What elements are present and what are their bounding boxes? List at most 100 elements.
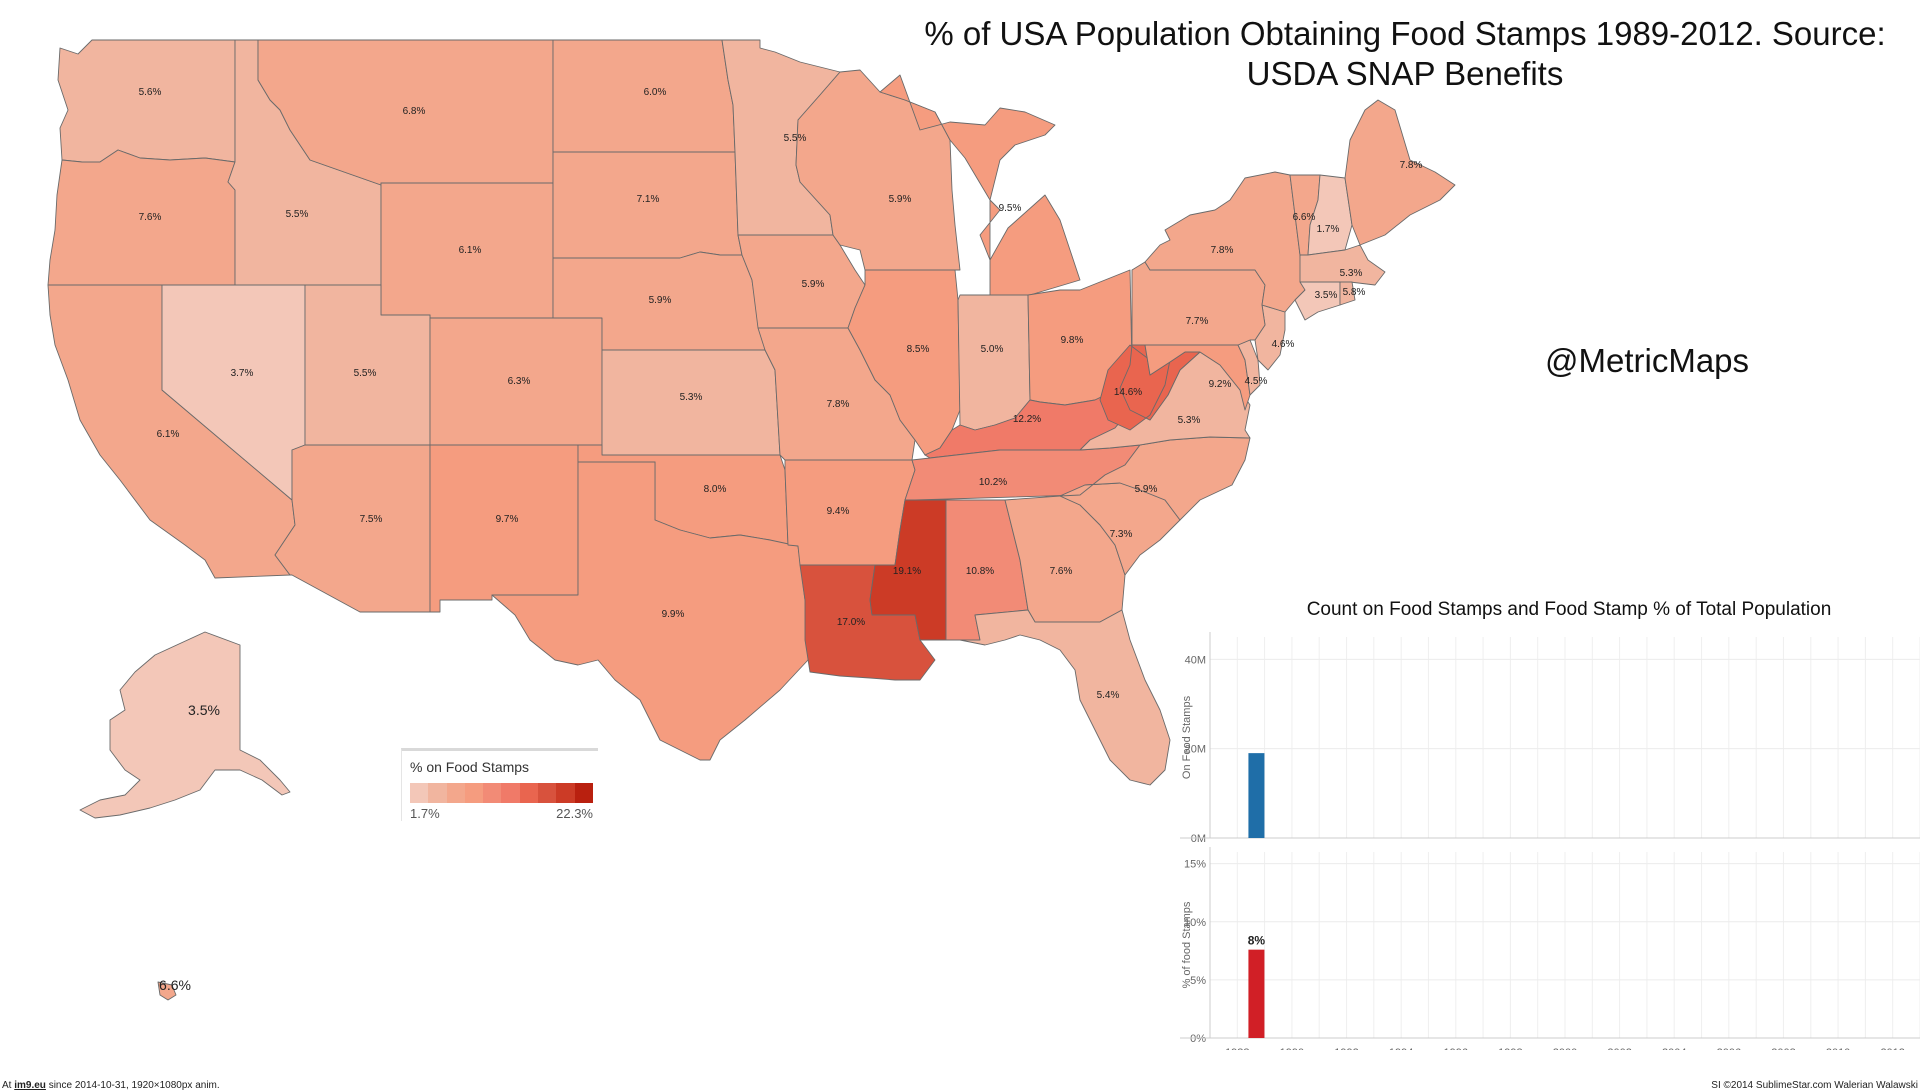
legend-swatch [446,783,465,803]
state-fl[interactable] [959,609,1171,786]
state-label-wy: 6.1% [459,245,482,256]
state-label-ct: 3.5% [1315,290,1338,301]
state-label-ut: 5.5% [354,368,377,379]
state-nm[interactable] [429,444,579,613]
state-label-or: 7.6% [139,212,162,223]
legend-swatch [538,783,557,803]
state-az[interactable] [274,444,431,613]
x-tick-label: 1994 [1389,1047,1413,1050]
x-tick-label: 2002 [1607,1047,1631,1050]
legend-min-label: 1.7% [410,806,440,821]
state-label-va: 5.3% [1178,415,1201,426]
state-label-id: 5.5% [286,209,309,220]
footer-credit-left: At im9.eu since 2014-10-31, 1920×1080px … [2,1080,220,1091]
legend-swatch [464,783,484,803]
bar-data-label: 8% [1248,934,1266,948]
state-label-al: 10.8% [966,566,994,577]
y-tick-label: 10% [1184,917,1206,929]
legend-max-label: 22.3% [556,806,593,821]
state-mi[interactable] [879,74,1081,299]
x-tick-label: 1990 [1280,1047,1304,1050]
state-label-in: 5.0% [981,344,1004,355]
state-label-mt: 6.8% [403,106,426,117]
food-stamps-bar-chart: Count on Food Stamps and Food Stamp % of… [1180,599,1920,1050]
state-label-wv: 14.6% [1114,387,1142,398]
x-tick-label: 2004 [1662,1047,1686,1050]
state-label-ma: 5.3% [1340,268,1363,279]
x-tick-label: 1992 [1334,1047,1358,1050]
footer-left-suffix: since 2014-10-31, 1920×1080px anim. [45,1080,220,1091]
state-label-mo: 7.8% [827,399,850,410]
legend-swatch [519,783,539,803]
y-tick-label: 5% [1190,975,1206,987]
state-label-nj: 4.6% [1272,339,1295,350]
state-tx[interactable] [491,461,813,761]
y-axis-title: % of food Stamps [1181,901,1193,988]
state-label-ks: 5.3% [680,392,703,403]
state-label-md: 9.2% [1209,379,1232,390]
state-label-ga: 7.6% [1050,566,1073,577]
state-hi[interactable] [157,981,177,1001]
state-label-sd: 7.1% [637,194,660,205]
legend-swatch [574,783,593,803]
state-label-az: 7.5% [360,514,383,525]
author-handle: @MetricMaps [1545,342,1750,379]
state-label-nd: 6.0% [644,87,667,98]
state-label-ms: 19.1% [893,566,921,577]
state-label-tx: 9.9% [662,609,685,620]
x-tick-label: 2000 [1553,1047,1577,1050]
footer-credit-right: SI ©2014 SublimeStar.com Walerian Walaws… [1711,1080,1918,1091]
y-tick-label: 20M [1185,744,1206,756]
y-tick-label: 0% [1190,1033,1206,1045]
map-title: % of USA Population Obtaining Food Stamp… [924,15,1886,92]
y-axis-title: On Food Stamps [1181,695,1193,779]
x-tick-label: 2006 [1717,1047,1741,1050]
state-label-ny: 7.8% [1211,245,1234,256]
state-label-la: 17.0% [837,617,865,628]
state-label-hi: 6.6% [159,977,191,993]
state-in[interactable] [957,294,1031,431]
state-wa[interactable] [57,39,236,163]
state-label-de: 4.5% [1245,376,1268,387]
footer-left-prefix: At [2,1080,15,1091]
state-label-ar: 9.4% [827,506,850,517]
state-label-ca: 6.1% [157,429,180,440]
state-pa[interactable] [1131,261,1266,346]
state-label-vt: 6.6% [1293,212,1316,223]
x-tick-label: 2012 [1880,1047,1904,1050]
state-label-tn: 10.2% [979,477,1007,488]
map-svg: 5.6% 7.6% 6.1% 3.7% 5.5% 6.8% 6.1% 5.5% 7.5% 6.3%… [47,39,1456,1001]
state-label-wa: 5.6% [139,87,162,98]
us-choropleth-map: 5.6% 7.6% 6.1% 3.7% 5.5% 6.8% 6.1% 5.5% 7.5% 6.3%… [47,39,1456,1001]
color-legend: % on Food Stamps 1.7% 22.3% [401,748,598,821]
state-label-fl: 5.4% [1097,690,1120,701]
x-tick-label: 1998 [1498,1047,1522,1050]
footer-link[interactable]: im9.eu [14,1080,46,1091]
legend-swatch [428,783,447,803]
legend-swatch [501,783,520,803]
legend-swatch [483,783,502,803]
x-tick-label: 2010 [1826,1047,1850,1050]
state-ar[interactable] [784,459,916,566]
state-label-nv: 3.7% [231,368,254,379]
state-label-ri: 5.8% [1343,287,1366,298]
state-sd[interactable] [552,151,743,259]
state-label-pa: 7.7% [1186,316,1209,327]
state-ri[interactable] [1339,281,1356,306]
state-label-nc: 5.9% [1135,484,1158,495]
state-label-co: 6.3% [508,376,531,387]
state-label-ky: 12.2% [1013,414,1041,425]
state-label-ak: 3.5% [188,702,220,718]
state-label-ne: 5.9% [649,295,672,306]
state-me[interactable] [1344,99,1456,246]
state-label-ok: 8.0% [704,484,727,495]
state-ak[interactable] [79,631,291,819]
state-nc[interactable] [1059,436,1251,521]
legend-swatch [556,783,575,803]
state-label-nh: 1.7% [1317,224,1340,235]
legend-title: % on Food Stamps [410,759,530,775]
legend-swatch [410,783,429,803]
bar [1248,949,1265,1038]
y-tick-label: 0M [1191,833,1206,845]
bar [1248,753,1265,838]
